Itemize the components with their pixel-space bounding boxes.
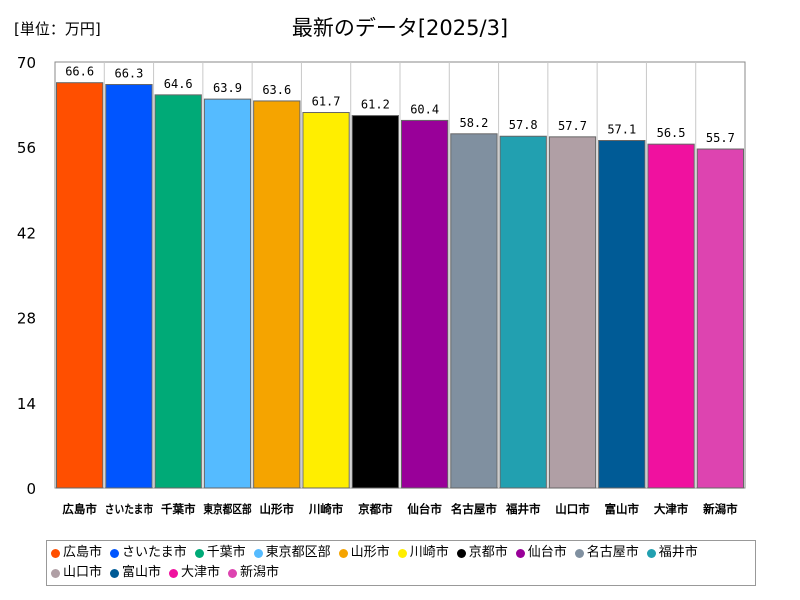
bar (696, 148, 745, 489)
legend-label: さいたま市 (122, 545, 187, 560)
value-label: 55.7 (706, 131, 735, 145)
value-label: 56.5 (657, 126, 686, 140)
x-tick-label: 千葉市 (161, 502, 196, 516)
legend-item: 山口市 (51, 563, 102, 583)
legend-item: 富山市 (110, 563, 161, 583)
legend-marker (338, 548, 348, 558)
legend-item: 千葉市 (194, 543, 246, 563)
legend-item: さいたま市 (110, 543, 187, 563)
legend-label: 山形市 (350, 545, 390, 560)
legend-marker (110, 568, 120, 578)
legend-item: 山形市 (338, 543, 390, 563)
bar (450, 133, 498, 489)
legend-item: 仙台市 (515, 543, 567, 563)
y-axis: 0 14 28 42 56 70 (17, 54, 36, 498)
value-label: 57.1 (607, 123, 636, 137)
legend-label: 山口市 (63, 565, 103, 580)
bar (401, 119, 449, 489)
bar (598, 140, 646, 489)
value-label: 64.6 (164, 77, 193, 91)
unit-label: [単位：万円] (14, 20, 101, 38)
value-label: 57.8 (509, 118, 538, 132)
legend-marker (228, 568, 238, 578)
bar (647, 143, 695, 489)
bar-chart: 0 14 28 42 56 70 66.6 66.3 64.6 63.9 63.6 61.7 61.2… (17, 54, 746, 516)
y-tick-label: 70 (17, 54, 36, 72)
x-tick-label: 広島市 (62, 502, 97, 516)
y-tick-label: 0 (26, 480, 36, 498)
x-tick-label: 川崎市 (308, 502, 344, 516)
bar (105, 84, 153, 489)
legend-marker (397, 548, 407, 558)
legend-item: 大津市 (169, 563, 220, 583)
legend-marker (515, 548, 525, 558)
legend-item: 京都市 (456, 543, 508, 563)
legend-label: 京都市 (468, 545, 508, 560)
legend-marker (456, 548, 466, 558)
legend-label: 新潟市 (240, 565, 280, 580)
x-tick-label: 富山市 (605, 502, 640, 516)
bar (253, 100, 301, 489)
x-tick-label: 新潟市 (703, 502, 738, 516)
bar (302, 112, 350, 489)
legend-item: 新潟市 (228, 563, 279, 583)
bar (499, 135, 547, 489)
legend-item: 川崎市 (397, 543, 449, 563)
legend-marker (194, 548, 204, 558)
x-tick-label: 福井市 (505, 502, 541, 516)
y-tick-label: 56 (17, 139, 36, 157)
chart-title: 最新のデータ[2025/3] (291, 16, 509, 40)
legend-marker (51, 568, 60, 578)
legend-label: 福井市 (658, 545, 698, 560)
x-tick-label: 東京都区部 (203, 502, 252, 516)
legend-marker (169, 568, 179, 578)
value-label: 57.7 (558, 119, 587, 133)
legend-label: 仙台市 (527, 545, 567, 560)
legend-item: 東京都区部 (253, 543, 331, 563)
value-label: 61.7 (312, 95, 341, 109)
value-label: 63.6 (262, 83, 291, 97)
legend-item: 広島市 (51, 543, 102, 563)
value-label: 63.9 (213, 81, 242, 95)
value-labels: 66.6 66.3 64.6 63.9 63.6 61.7 61.2 60.4 58.2 57.8… (65, 65, 735, 145)
legend-label: 広島市 (63, 545, 103, 560)
value-label: 60.4 (410, 102, 439, 116)
bar (154, 94, 202, 489)
value-label: 66.6 (65, 65, 94, 79)
legend: 広島市 さいたま市 千葉市 東京都区部 山形市 川崎市 京都市 仙台市 名古屋市 福井市山口市 富山… (46, 540, 756, 586)
legend-marker (253, 548, 263, 558)
x-tick-label: 山口市 (555, 502, 590, 516)
y-tick-label: 28 (17, 310, 36, 328)
x-tick-label: 京都市 (358, 502, 393, 516)
legend-marker (574, 548, 584, 558)
legend-marker (646, 548, 656, 558)
legend-label: 千葉市 (206, 545, 246, 560)
x-tick-label: さいたま市 (105, 502, 154, 516)
legend-label: 東京都区部 (265, 545, 331, 560)
x-tick-label: 名古屋市 (451, 502, 497, 516)
x-tick-label: 大津市 (654, 502, 689, 516)
legend-item: 福井市 (646, 543, 698, 563)
bars (56, 82, 745, 489)
legend-label: 富山市 (122, 565, 162, 580)
bar (351, 115, 400, 489)
value-label: 58.2 (459, 116, 488, 130)
legend-marker (51, 548, 60, 558)
legend-marker (110, 548, 120, 558)
x-tick-label: 山形市 (260, 502, 295, 516)
y-tick-label: 42 (17, 224, 36, 242)
legend-label: 名古屋市 (586, 545, 639, 560)
x-axis-labels: 広島市 さいたま市 千葉市 東京都区部 山形市 川崎市 京都市 仙台市 名古屋市 福井市 山口市 富山… (62, 502, 738, 516)
value-label: 66.3 (114, 67, 143, 81)
value-label: 61.2 (361, 98, 390, 112)
legend-item: 名古屋市 (574, 543, 639, 563)
x-tick-label: 仙台市 (407, 502, 442, 516)
bar (548, 136, 597, 489)
bar (203, 98, 252, 489)
y-tick-label: 14 (17, 395, 36, 413)
legend-label: 川崎市 (409, 545, 449, 560)
legend-label: 大津市 (181, 565, 221, 580)
bar (56, 82, 104, 489)
